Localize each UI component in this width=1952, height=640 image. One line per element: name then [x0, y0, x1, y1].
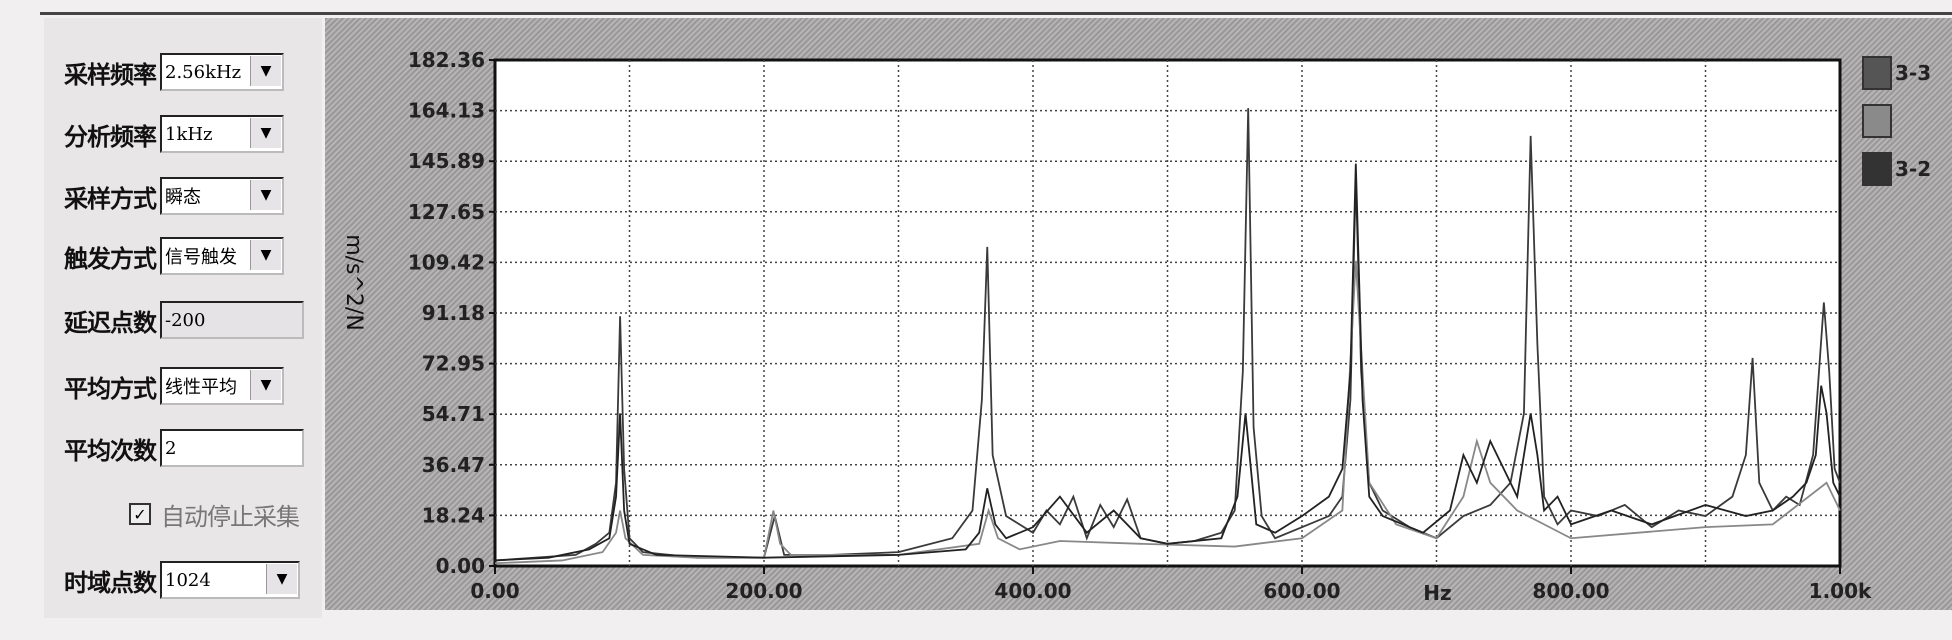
field-label: 触发方式	[64, 244, 157, 273]
y-tick-label: 182.36	[408, 48, 485, 72]
checkbox-checked-icon[interactable]: ✓	[129, 503, 151, 525]
chevron-down-icon[interactable]: ▼	[250, 370, 281, 400]
field-row: 触发方式 信号触发 ▼	[44, 236, 284, 276]
field-row: 平均次数 2	[44, 428, 304, 468]
x-tick-label: 200.00	[725, 579, 802, 603]
legend-swatch	[1862, 56, 1892, 90]
chevron-down-icon[interactable]: ▼	[250, 240, 281, 270]
series-line-3-2	[494, 163, 1841, 562]
field-value: 1kHz	[165, 123, 213, 145]
y-tick-label: 54.71	[422, 402, 485, 426]
chevron-down-icon[interactable]: ▼	[250, 118, 281, 148]
field-label: 分析频率	[64, 122, 157, 151]
field-dropdown[interactable]: 线性平均 ▼	[160, 367, 284, 405]
field-row: 平均方式 线性平均 ▼	[44, 366, 284, 406]
field-label: 平均次数	[64, 436, 157, 465]
field-dropdown[interactable]: 信号触发 ▼	[160, 237, 284, 275]
field-value: 2.56kHz	[165, 61, 242, 83]
chevron-down-icon[interactable]: ▼	[250, 180, 281, 210]
field-label: 采样频率	[64, 60, 157, 89]
field-value: 瞬态	[165, 187, 201, 208]
field-dropdown[interactable]: 1kHz ▼	[160, 115, 284, 153]
x-axis-label: Hz	[1423, 581, 1451, 605]
time-points-value: 1024	[165, 569, 211, 591]
field-label: 采样方式	[64, 184, 157, 213]
x-tick-label: 1.00k	[1809, 579, 1872, 603]
field-value: 2	[165, 437, 177, 459]
x-tick-label: 600.00	[1263, 579, 1340, 603]
field-value: 线性平均	[165, 377, 237, 398]
y-tick-label: 72.95	[422, 352, 485, 376]
series-line-unnamed	[494, 260, 1841, 565]
x-tick-label: 800.00	[1532, 579, 1609, 603]
field-value: 信号触发	[165, 247, 237, 268]
field-value: -200	[165, 309, 206, 331]
chevron-down-icon[interactable]: ▼	[250, 56, 281, 86]
auto-stop-label: 自动停止采集	[161, 502, 300, 531]
field-input[interactable]: 2	[160, 429, 304, 467]
y-tick-label: 0.00	[436, 554, 485, 578]
field-row: 延迟点数 -200	[44, 300, 304, 340]
y-tick-label: 91.18	[422, 301, 485, 325]
y-tick-label: 145.89	[408, 149, 485, 173]
y-tick-label: 164.13	[408, 99, 485, 123]
y-tick-label: 127.65	[408, 200, 485, 224]
settings-panel: 采样频率 2.56kHz ▼ 分析频率 1kHz ▼ 采样方式 瞬态 ▼ 触发方式 信号触发 ▼ 延迟点…	[44, 18, 322, 618]
time-points-row: 时域点数 1024 ▼	[44, 560, 300, 600]
y-tick-label: 36.47	[422, 453, 485, 477]
field-dropdown[interactable]: 瞬态 ▼	[160, 177, 284, 215]
legend-item[interactable]	[1862, 104, 1895, 138]
field-readonly: -200	[160, 301, 304, 339]
window-top-border	[40, 12, 1952, 15]
legend-swatch	[1862, 152, 1892, 186]
legend-label: 3-3	[1895, 61, 1932, 85]
legend-item[interactable]: 3-3	[1862, 56, 1931, 90]
series-line-3-3	[494, 108, 1841, 562]
legend-label: 3-2	[1895, 157, 1932, 181]
auto-stop-checkbox[interactable]: ✓ 自动停止采集	[129, 494, 300, 534]
x-tick-label: 0.00	[470, 579, 519, 603]
field-label: 延迟点数	[64, 308, 157, 337]
legend-item[interactable]: 3-2	[1862, 152, 1931, 186]
legend-swatch	[1862, 104, 1892, 138]
time-points-dropdown[interactable]: 1024 ▼	[160, 561, 300, 599]
chevron-down-icon[interactable]: ▼	[266, 564, 297, 594]
field-row: 采样频率 2.56kHz ▼	[44, 52, 284, 92]
x-tick-label: 400.00	[994, 579, 1071, 603]
time-points-label: 时域点数	[64, 568, 157, 597]
field-row: 分析频率 1kHz ▼	[44, 114, 284, 154]
field-row: 采样方式 瞬态 ▼	[44, 176, 284, 216]
field-dropdown[interactable]: 2.56kHz ▼	[160, 53, 284, 91]
y-tick-label: 18.24	[422, 503, 485, 527]
field-label: 平均方式	[64, 374, 157, 403]
y-tick-label: 109.42	[408, 250, 485, 274]
